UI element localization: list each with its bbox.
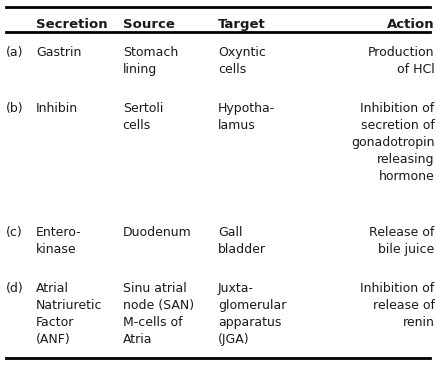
Text: Sinu atrial
node (SAN)
M-cells of
Atria: Sinu atrial node (SAN) M-cells of Atria [123, 282, 194, 346]
Text: Entero-
kinase: Entero- kinase [36, 226, 82, 255]
Text: Production
of HCl: Production of HCl [368, 46, 435, 76]
Text: Stomach
lining: Stomach lining [123, 46, 178, 76]
Text: Gastrin: Gastrin [36, 46, 82, 58]
Text: Duodenum: Duodenum [123, 226, 191, 239]
Text: Source: Source [123, 18, 174, 31]
Text: Secretion: Secretion [36, 18, 108, 31]
Text: Oxyntic
cells: Oxyntic cells [218, 46, 266, 76]
Text: Release of
bile juice: Release of bile juice [369, 226, 435, 255]
Text: Juxta-
glomerular
apparatus
(JGA): Juxta- glomerular apparatus (JGA) [218, 282, 286, 346]
Text: Target: Target [218, 18, 266, 31]
Text: Inhibition of
secretion of
gonadotropin
releasing
hormone: Inhibition of secretion of gonadotropin … [351, 102, 435, 183]
Text: (b): (b) [6, 102, 24, 115]
Text: (a): (a) [6, 46, 23, 58]
Text: Sertoli
cells: Sertoli cells [123, 102, 163, 132]
Text: Atrial
Natriuretic
Factor
(ANF): Atrial Natriuretic Factor (ANF) [36, 282, 102, 346]
Text: Gall
bladder: Gall bladder [218, 226, 266, 255]
Text: Action: Action [387, 18, 435, 31]
Text: (c): (c) [6, 226, 23, 239]
Text: Inhibition of
release of
renin: Inhibition of release of renin [361, 282, 435, 329]
Text: Hypotha-
lamus: Hypotha- lamus [218, 102, 275, 132]
Text: Inhibin: Inhibin [36, 102, 78, 115]
Text: (d): (d) [6, 282, 24, 295]
